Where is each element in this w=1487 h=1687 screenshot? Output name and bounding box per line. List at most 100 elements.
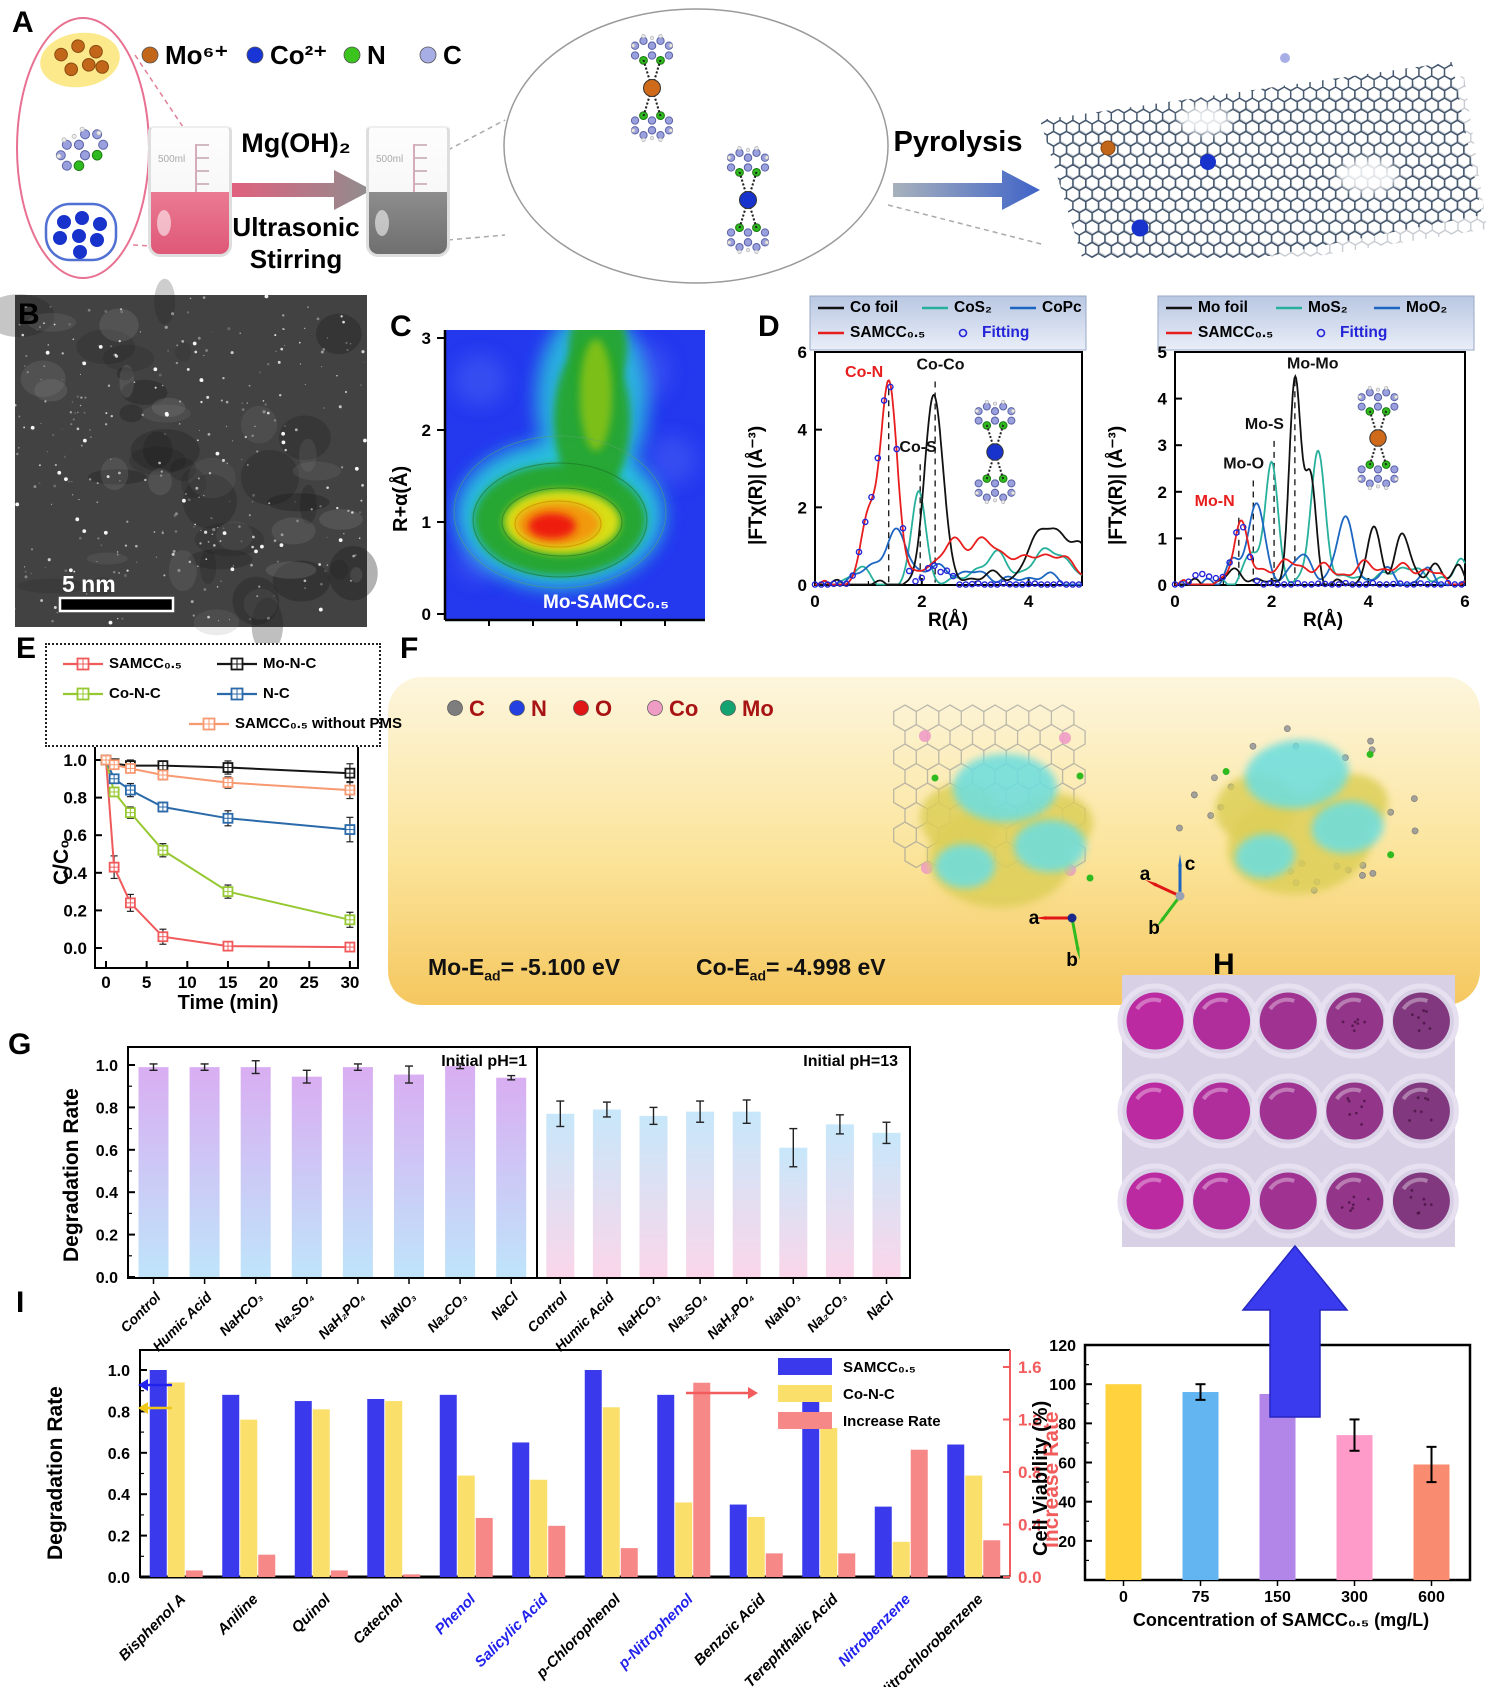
single-atom-speck bbox=[246, 402, 249, 404]
h-atom-icon bbox=[1001, 499, 1006, 505]
e-xtick: 10 bbox=[178, 973, 197, 992]
single-atom-speck bbox=[304, 587, 306, 589]
well-rim bbox=[1317, 1163, 1393, 1239]
c-atom-icon bbox=[991, 416, 1000, 425]
bar-samcc bbox=[222, 1394, 240, 1577]
single-atom-speck bbox=[296, 519, 299, 523]
particle-speck bbox=[1419, 1110, 1423, 1114]
single-atom-speck bbox=[246, 464, 249, 466]
h-atom-icon bbox=[1394, 394, 1399, 400]
single-atom-speck bbox=[225, 400, 229, 404]
single-atom-speck bbox=[174, 512, 178, 516]
fitting-point bbox=[1335, 581, 1343, 588]
single-atom-speck bbox=[163, 432, 167, 436]
single-atom-speck bbox=[326, 536, 328, 538]
fitting-point bbox=[862, 518, 869, 526]
sheet-hole bbox=[1179, 105, 1231, 135]
well-highlight bbox=[1135, 1087, 1162, 1101]
single-atom-speck bbox=[87, 308, 91, 312]
single-atom-speck bbox=[63, 455, 67, 458]
charge-loss-blob bbox=[1244, 739, 1349, 809]
tem-dark-patch bbox=[76, 329, 136, 365]
c-atom-icon bbox=[630, 116, 640, 125]
well-liquid bbox=[1193, 1082, 1251, 1140]
single-atom-speck bbox=[221, 458, 226, 462]
single-atom-speck bbox=[218, 620, 220, 622]
panel-d-right-ylabel: |FTχ(R)| (Å⁻³) bbox=[1106, 425, 1127, 545]
single-atom-speck bbox=[274, 334, 277, 337]
process-label-pyrolysis: Pyrolysis bbox=[893, 126, 1023, 158]
e-xtick: 0 bbox=[101, 973, 110, 992]
h-atom-icon bbox=[1357, 394, 1362, 400]
c-atom-icon bbox=[999, 493, 1008, 502]
n-atom-icon bbox=[343, 46, 361, 64]
single-atom-speck bbox=[153, 367, 158, 372]
single-atom-speck bbox=[361, 350, 365, 354]
g-category-label: Na₂SO₄ bbox=[664, 1289, 710, 1335]
well-rim bbox=[1117, 1163, 1193, 1239]
co-ion-icon bbox=[90, 233, 104, 247]
ellipse bbox=[514, 500, 602, 548]
single-atom-speck bbox=[82, 529, 87, 534]
tem-light-patch bbox=[99, 308, 139, 342]
c-atom-icon bbox=[990, 488, 999, 497]
g-category-label: Na₂CO₃ bbox=[424, 1289, 470, 1335]
h-category-label: 600 bbox=[1418, 1589, 1445, 1606]
ellipse bbox=[580, 339, 612, 451]
single-atom-speck bbox=[338, 405, 342, 409]
single-atom-speck bbox=[119, 480, 121, 482]
curve-SAMCC₀.₅ bbox=[815, 379, 1083, 586]
single-atom-speck bbox=[345, 341, 348, 344]
particle-speck bbox=[1363, 1020, 1367, 1024]
fitting-point bbox=[943, 567, 951, 575]
single-atom-speck bbox=[117, 617, 119, 620]
single-atom-speck bbox=[248, 618, 252, 621]
legend-label: CoPc bbox=[1042, 299, 1082, 316]
tem-light-patch bbox=[292, 461, 341, 481]
metal-atom-icon bbox=[1369, 429, 1387, 447]
single-atom-speck bbox=[135, 544, 138, 548]
single-atom-speck bbox=[310, 508, 313, 511]
fitting-marker-icon bbox=[1316, 328, 1326, 338]
d-xtick: 2 bbox=[1267, 592, 1276, 611]
tem-dark-patch bbox=[130, 429, 200, 473]
tem-dark-patch bbox=[240, 449, 300, 505]
single-atom-speck bbox=[186, 367, 190, 371]
phenanthroline-rings bbox=[726, 146, 770, 177]
single-atom-speck bbox=[96, 560, 98, 562]
c-atom-icon bbox=[80, 150, 91, 161]
single-atom-speck bbox=[74, 412, 76, 414]
c-atom-icon bbox=[1211, 774, 1218, 782]
d-ytick: 4 bbox=[1158, 390, 1168, 409]
single-atom-speck bbox=[241, 402, 243, 404]
single-atom-speck bbox=[227, 327, 231, 331]
g-bar bbox=[445, 1066, 476, 1277]
mo-ead-value: = -5.100 eV bbox=[500, 954, 621, 980]
single-atom-speck bbox=[126, 569, 129, 572]
single-atom-speck bbox=[284, 448, 287, 452]
g-bar bbox=[639, 1115, 668, 1277]
c-atom-icon bbox=[1387, 808, 1395, 816]
h-atom-icon bbox=[1367, 485, 1372, 491]
single-atom-speck bbox=[326, 564, 329, 566]
fitting-point bbox=[1056, 580, 1064, 587]
tem-light-patch bbox=[240, 406, 278, 444]
single-atom-speck bbox=[326, 337, 329, 339]
single-atom-speck bbox=[177, 568, 181, 573]
c-atom-icon bbox=[1367, 737, 1374, 745]
single-atom-speck bbox=[323, 407, 325, 409]
single-atom-speck bbox=[20, 313, 23, 315]
particle-speck bbox=[1408, 1119, 1411, 1122]
reaction-arrow-1 bbox=[232, 170, 372, 210]
single-atom-speck bbox=[262, 400, 265, 402]
tem-light-patch bbox=[271, 517, 316, 545]
beaker-precursor-solution: 500ml bbox=[148, 126, 232, 257]
fitting-point bbox=[843, 580, 850, 588]
well-liquid bbox=[1392, 1172, 1450, 1230]
viability-bar bbox=[1413, 1464, 1450, 1580]
single-atom-speck bbox=[258, 585, 261, 588]
rect bbox=[814, 351, 1083, 586]
single-atom-speck bbox=[25, 354, 28, 358]
tem-dark-patch bbox=[174, 341, 192, 362]
single-atom-speck bbox=[64, 569, 68, 573]
